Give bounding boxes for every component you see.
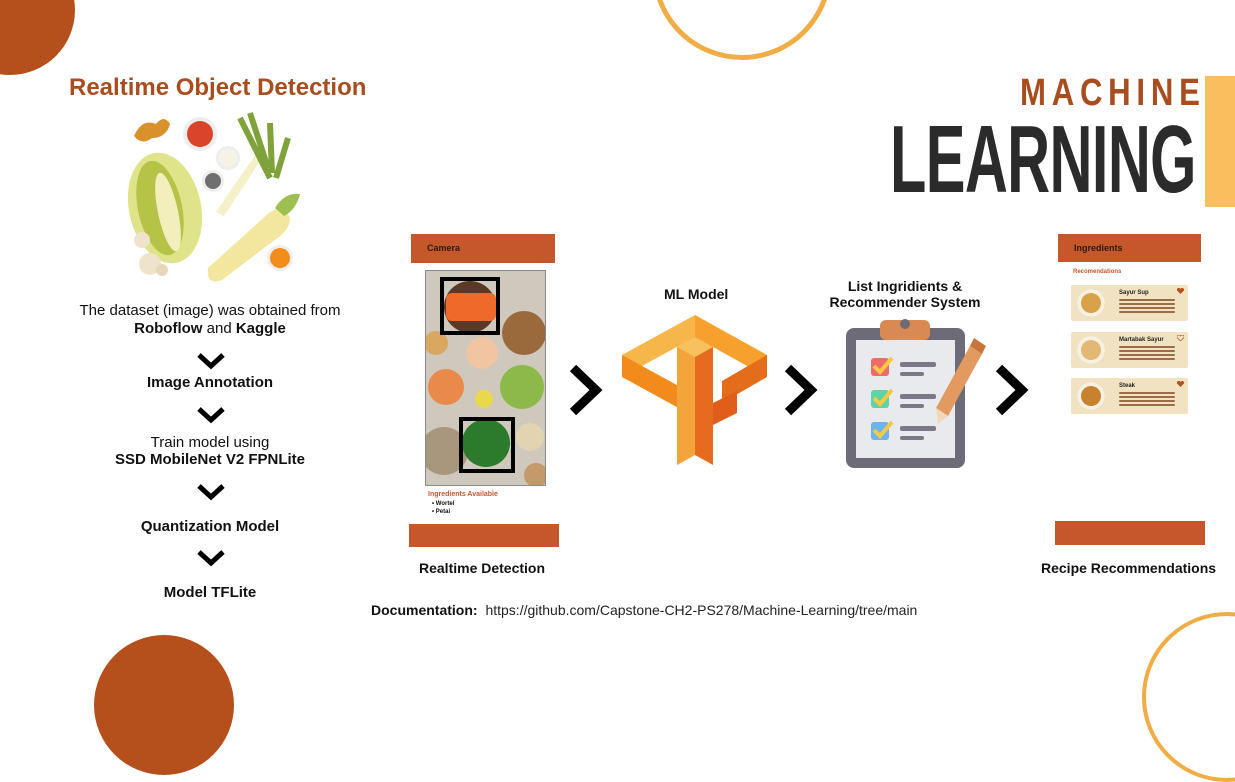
decorative-ring-bottom-right — [1142, 612, 1235, 782]
recipe-title: Steak — [1119, 383, 1136, 389]
recommender-label-line1: List Ingridients & — [847, 278, 963, 294]
caption-recipe-recommendations: Recipe Recommendations — [1041, 560, 1217, 576]
step-dataset-and: and — [202, 320, 236, 337]
header-machine: MACHINE — [1020, 72, 1206, 114]
recipe-image — [1077, 289, 1105, 317]
chevron-right-icon — [995, 364, 1029, 416]
step-dataset: The dataset (image) was obtained from Ro… — [60, 302, 360, 338]
vegetables-illustration — [127, 112, 300, 282]
heart-icon[interactable] — [1177, 335, 1184, 341]
recipe-title: Martabak Sayur — [1119, 337, 1164, 343]
recipe-title: Sayur Sup — [1119, 290, 1149, 296]
documentation-link[interactable]: https://github.com/Capstone-CH2-PS278/Ma… — [485, 602, 918, 618]
recipe-description — [1119, 390, 1175, 406]
heart-icon[interactable] — [1177, 288, 1184, 294]
ingredients-available-title: Ingredients Available — [428, 491, 498, 498]
recipe-description — [1119, 344, 1175, 360]
recipe-image — [1077, 336, 1105, 364]
step-train-line1: Train model using — [150, 434, 270, 451]
recipe-card[interactable]: Martabak Sayur — [1071, 332, 1188, 368]
chevron-down-icon — [197, 353, 225, 370]
recipe-description — [1119, 297, 1175, 313]
camera-preview — [425, 270, 546, 486]
chevron-down-icon — [197, 407, 225, 424]
page-title: Realtime Object Detection — [69, 74, 367, 101]
recipe-image — [1077, 382, 1105, 410]
step-quantization: Quantization Model — [140, 518, 280, 535]
recipe-card[interactable]: Sayur Sup — [1071, 285, 1188, 321]
decorative-bar-right — [1205, 76, 1235, 207]
recipe-screen-footer — [1055, 521, 1205, 545]
caption-realtime-detection: Realtime Detection — [419, 560, 546, 576]
decorative-circle-bottom-left — [94, 635, 234, 775]
documentation-line: Documentation: https://github.com/Capsto… — [371, 602, 917, 618]
chevron-right-icon — [569, 364, 603, 416]
clipboard-checklist-icon — [846, 319, 986, 468]
recommender-label-line2: Recommender System — [829, 294, 981, 310]
recipe-screen-header: Ingredients — [1058, 234, 1201, 262]
step-train: Train model using SSD MobileNet V2 FPNLi… — [60, 434, 360, 468]
ml-model-label: ML Model — [664, 286, 729, 302]
chevron-right-icon — [784, 364, 818, 416]
decorative-ring-top — [652, 0, 832, 60]
step-dataset-source2: Kaggle — [235, 320, 286, 337]
heart-icon[interactable] — [1177, 381, 1184, 387]
list-item: • Petai — [432, 509, 451, 515]
chevron-down-icon — [197, 550, 225, 567]
step-dataset-source1: Roboflow — [134, 320, 203, 337]
documentation-label: Documentation: — [371, 602, 478, 618]
recommendations-title: Recomendations — [1073, 269, 1122, 275]
camera-screen-header: Camera — [411, 234, 555, 263]
chevron-down-icon — [197, 484, 225, 501]
step-dataset-line1: The dataset (image) was obtained from — [79, 302, 341, 319]
header-learning: LEARNING — [890, 106, 1196, 213]
step-annotation: Image Annotation — [146, 374, 274, 391]
recommender-label: List Ingridients & Recommender System — [815, 278, 995, 310]
pencil-icon — [936, 338, 986, 424]
list-item: • Wortel — [432, 501, 455, 507]
decorative-circle-top-left — [0, 0, 75, 75]
ingredients-list: • Wortel • Petai — [432, 500, 454, 516]
tensorflow-logo-icon — [622, 315, 767, 465]
recipe-card[interactable]: Steak — [1071, 378, 1188, 414]
step-train-model: SSD MobileNet V2 FPNLite — [114, 451, 306, 468]
camera-screen-footer — [409, 524, 559, 547]
step-tflite: Model TFLite — [163, 584, 257, 601]
camera-food-photo — [426, 271, 545, 485]
